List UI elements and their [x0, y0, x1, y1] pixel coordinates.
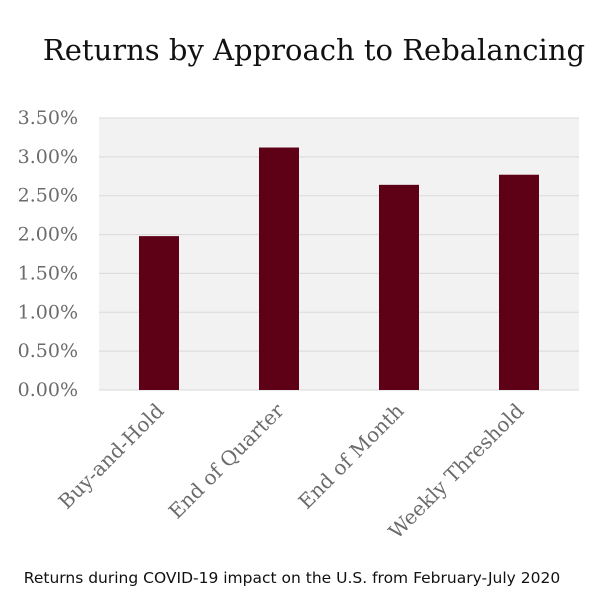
- y-tick-label: 2.50%: [18, 185, 78, 207]
- x-tick-label: End of Quarter: [164, 398, 289, 523]
- y-tick-label: 3.50%: [18, 107, 78, 129]
- y-tick-label: 3.00%: [18, 146, 78, 168]
- bar: [379, 184, 419, 390]
- y-axis-ticks: 0.00% 0.50% 1.00% 1.50% 2.00% 2.50% 3.00% 3.50%: [18, 107, 78, 401]
- bar: [499, 174, 539, 390]
- y-tick-label: 0.50%: [18, 340, 78, 362]
- x-tick-label: End of Month: [293, 398, 408, 513]
- y-tick-label: 1.50%: [18, 262, 78, 284]
- y-tick-label: 0.00%: [18, 379, 78, 401]
- x-tick-label: Buy-and-Hold: [53, 398, 168, 513]
- chart-caption: Returns during COVID-19 impact on the U.…: [24, 569, 560, 587]
- x-tick-label: Weekly Threshold: [384, 398, 529, 543]
- bar: [139, 236, 179, 390]
- bar: [259, 147, 299, 390]
- chart-title: Returns by Approach to Rebalancing: [43, 33, 585, 67]
- bars: [139, 147, 539, 390]
- y-tick-label: 1.00%: [18, 301, 78, 323]
- y-tick-label: 2.00%: [18, 224, 78, 246]
